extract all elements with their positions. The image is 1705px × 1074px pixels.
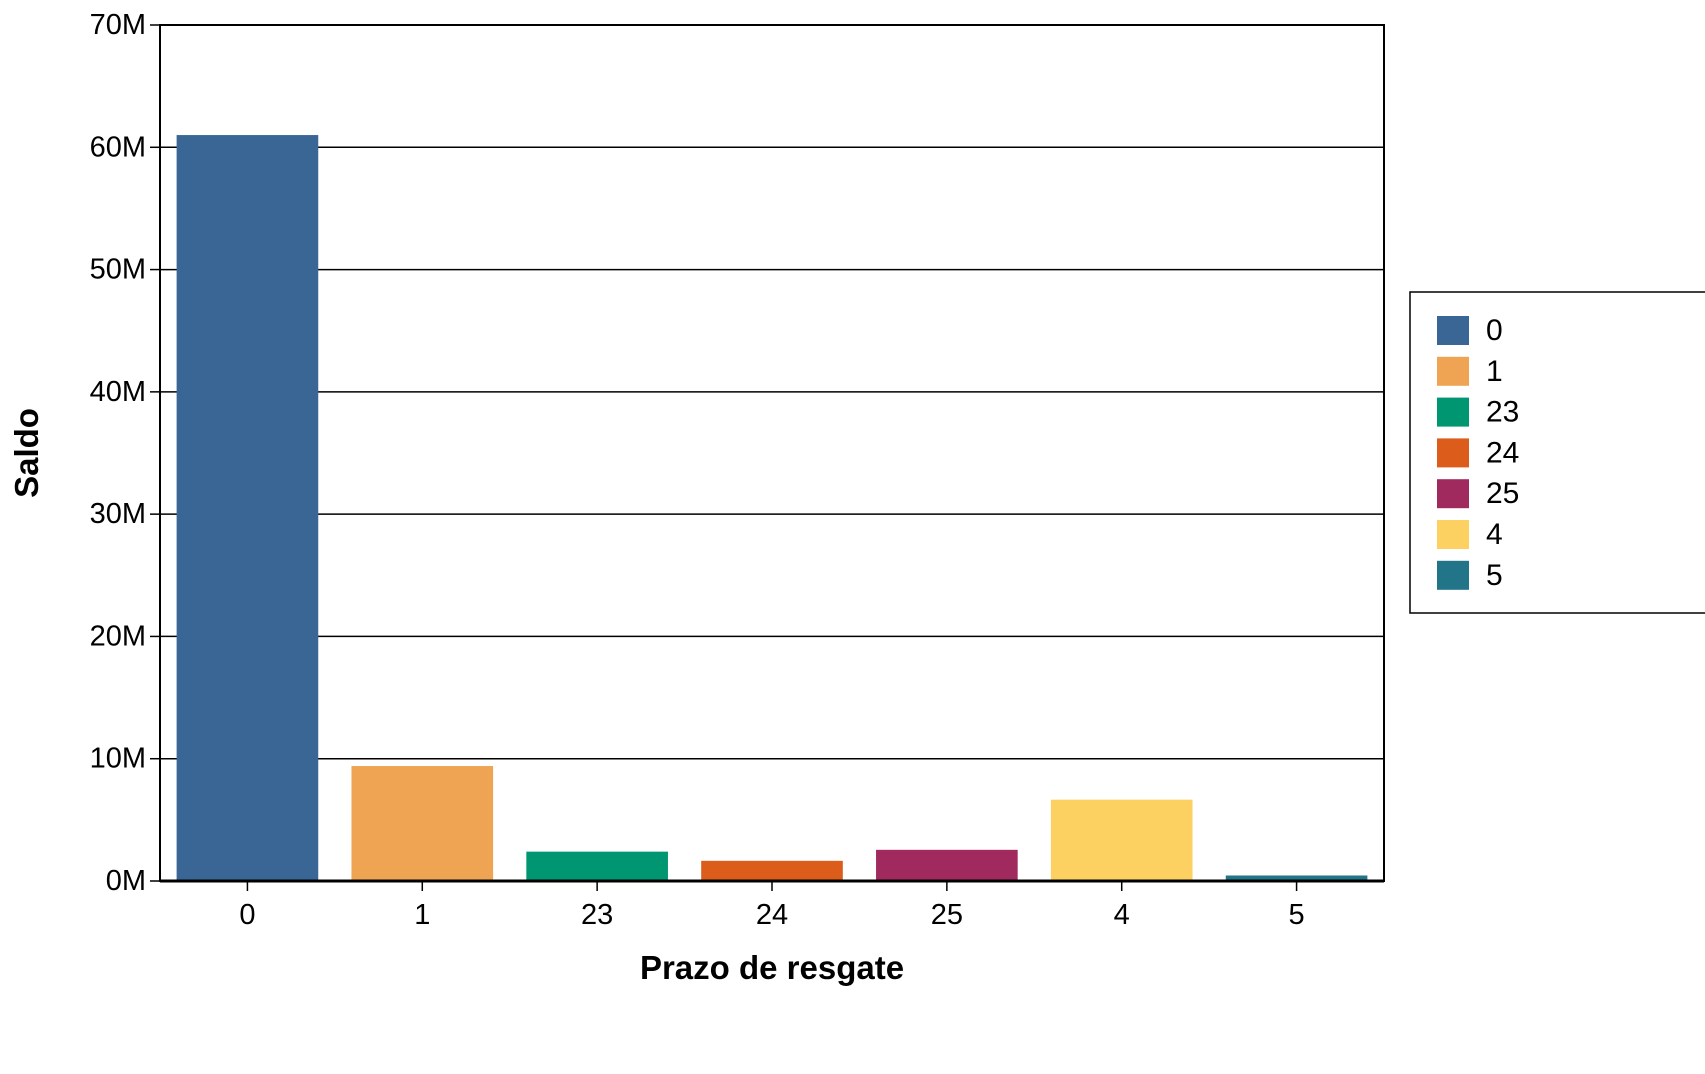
legend-swatch-4 xyxy=(1437,520,1469,549)
plot-frame xyxy=(159,24,1385,882)
legend-label: 24 xyxy=(1486,436,1519,469)
legend-label: 1 xyxy=(1486,355,1503,388)
legend-label: 0 xyxy=(1486,314,1503,347)
y-tick-label: 40M xyxy=(90,376,146,408)
x-tick-label: 5 xyxy=(1289,899,1305,931)
x-tick-label: 24 xyxy=(756,899,788,931)
bar-5 xyxy=(1225,875,1368,881)
x-axis-title: Prazo de resgate xyxy=(640,949,904,986)
y-axis-ticks: 0M 10M 20M 30M 40M 50M 60M 70M xyxy=(90,9,160,897)
y-axis-title: Saldo xyxy=(8,408,45,498)
bar-25 xyxy=(876,849,1018,881)
y-tick-label: 30M xyxy=(90,498,146,530)
legend-swatch-0 xyxy=(1437,316,1469,345)
x-tick-label: 4 xyxy=(1114,899,1130,931)
y-tick-label: 70M xyxy=(90,9,146,41)
legend-swatch-5 xyxy=(1437,560,1469,590)
legend-swatch-1 xyxy=(1437,356,1469,386)
bars xyxy=(176,135,1368,882)
legend-swatch-23 xyxy=(1437,397,1469,427)
y-tick-label: 60M xyxy=(90,131,146,163)
x-axis-ticks: 0 1 23 24 25 4 5 xyxy=(239,881,1305,931)
gridlines xyxy=(160,146,1384,760)
bar-24 xyxy=(701,860,843,881)
x-tick-label: 25 xyxy=(931,899,963,931)
y-tick-label: 20M xyxy=(90,620,146,652)
legend: 0 1 23 24 25 4 5 xyxy=(1409,291,1705,614)
legend-label: 23 xyxy=(1486,396,1519,429)
bar-0 xyxy=(176,135,319,882)
legend-label: 4 xyxy=(1486,518,1503,551)
legend-swatch-24 xyxy=(1437,438,1469,468)
x-tick-label: 0 xyxy=(239,899,255,931)
y-tick-label: 10M xyxy=(90,743,146,775)
legend-swatch-25 xyxy=(1437,479,1469,509)
bar-23 xyxy=(526,851,668,881)
x-tick-label: 1 xyxy=(414,899,430,931)
legend-items: 0 1 23 24 25 4 5 xyxy=(1437,314,1519,592)
legend-label: 5 xyxy=(1486,559,1503,592)
bar-1 xyxy=(351,766,494,881)
x-tick-label: 23 xyxy=(581,899,613,931)
y-tick-label: 50M xyxy=(90,254,146,286)
y-tick-label: 0M xyxy=(106,865,146,897)
legend-label: 25 xyxy=(1486,477,1519,510)
bar-4 xyxy=(1050,799,1193,881)
